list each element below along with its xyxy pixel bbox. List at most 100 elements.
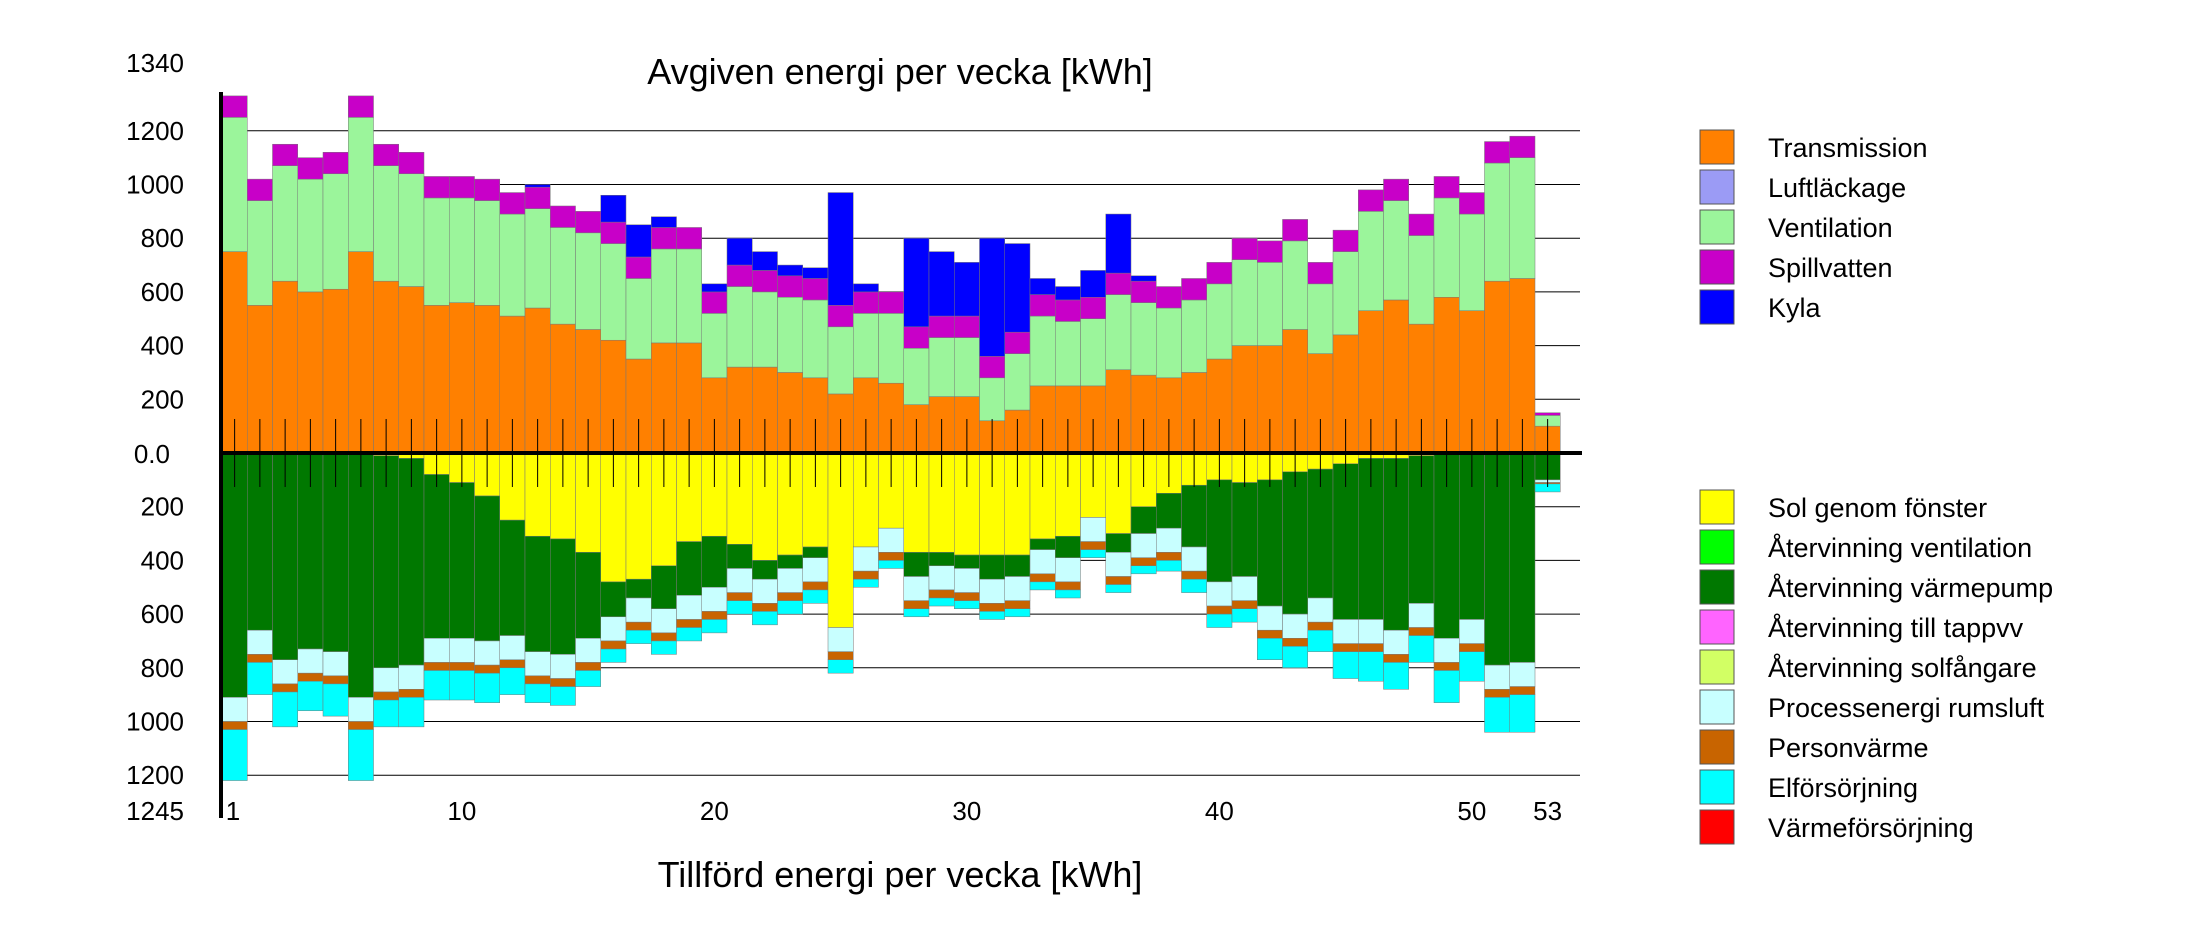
bar-segment-lower bbox=[676, 619, 702, 628]
bar-segment-lower bbox=[322, 675, 349, 685]
bar-segment-upper bbox=[979, 237, 1005, 357]
bar-segment-lower bbox=[726, 600, 753, 615]
bar-segment-upper bbox=[575, 211, 601, 234]
bar-segment-lower bbox=[1156, 527, 1182, 553]
bar-segment-lower bbox=[272, 452, 298, 660]
bar-segment-upper bbox=[600, 243, 627, 341]
bar-segment-upper bbox=[1358, 189, 1384, 212]
y-tick-label-lower: 600 bbox=[141, 599, 184, 629]
bar-segment-lower bbox=[348, 697, 374, 722]
bar-segment-lower bbox=[1055, 589, 1081, 599]
bar-segment-upper bbox=[827, 326, 854, 395]
bar-segment-lower bbox=[651, 565, 677, 609]
bar-segment-upper bbox=[1408, 235, 1435, 325]
bar-segment-lower bbox=[1181, 546, 1207, 572]
bar-segment-upper bbox=[398, 152, 425, 175]
bar-segment-upper bbox=[1105, 213, 1132, 274]
bar-segment-upper bbox=[322, 173, 349, 290]
bar-segment-upper bbox=[1459, 192, 1485, 215]
bar-segment-lower bbox=[221, 452, 248, 698]
bar-segment-upper bbox=[726, 264, 753, 287]
bar-segment-lower bbox=[928, 565, 955, 591]
bar-segment-lower bbox=[651, 608, 677, 634]
bar-segment-lower bbox=[1332, 651, 1359, 679]
bar-segment-upper bbox=[928, 251, 955, 317]
bar-segment-upper bbox=[1408, 213, 1435, 236]
bar-segment-upper bbox=[1433, 197, 1460, 298]
bar-segment-upper bbox=[651, 216, 677, 228]
bar-segment-lower bbox=[651, 632, 677, 642]
bar-segment-lower bbox=[1029, 581, 1056, 591]
bar-segment-lower bbox=[928, 589, 955, 599]
bar-segment-lower bbox=[701, 535, 728, 588]
bar-segment-lower bbox=[499, 635, 526, 660]
bar-segment-lower bbox=[1509, 452, 1536, 663]
legend-label: Återvinning ventilation bbox=[1768, 532, 2032, 563]
bar-segment-lower bbox=[221, 729, 248, 781]
bar-segment-lower bbox=[1206, 613, 1233, 628]
bar-segment-lower bbox=[802, 589, 829, 604]
bar-segment-upper bbox=[625, 256, 652, 279]
bar-segment-lower bbox=[449, 638, 475, 663]
legend-label: Elförsörjning bbox=[1768, 773, 1918, 803]
bar-segment-lower bbox=[1282, 613, 1308, 639]
bar-segment-lower bbox=[1408, 603, 1435, 628]
bar-segment-lower bbox=[499, 667, 526, 695]
bar-segment-lower bbox=[1130, 533, 1157, 558]
bar-segment-lower bbox=[1055, 581, 1081, 591]
y-tick-label-lower: 1000 bbox=[126, 707, 184, 737]
bar-segment-lower bbox=[449, 482, 475, 639]
bar-segment-lower bbox=[1332, 619, 1359, 644]
y-bottom-label: 1245 bbox=[126, 796, 184, 826]
bar-segment-lower bbox=[928, 552, 955, 567]
bar-segment-upper bbox=[701, 377, 728, 454]
legend-lower: Sol genom fönster Återvinning ventilation… bbox=[1699, 489, 2053, 845]
bar-segment-lower bbox=[1105, 576, 1132, 585]
bar-segment-lower bbox=[1105, 552, 1132, 577]
bar-segment-lower bbox=[524, 683, 551, 703]
bar-segment-lower bbox=[1433, 670, 1460, 703]
bar-segment-upper bbox=[449, 176, 475, 199]
bar-segment-upper bbox=[1257, 262, 1283, 346]
bar-segment-lower bbox=[726, 544, 753, 569]
bar-segment-lower bbox=[701, 619, 728, 634]
bar-segment-upper bbox=[297, 157, 324, 180]
bar-segment-upper bbox=[802, 267, 829, 279]
bar-segment-upper bbox=[247, 200, 273, 306]
bar-segment-lower bbox=[575, 670, 601, 687]
bar-segment-upper bbox=[928, 337, 955, 397]
legend-label: Återvinning värmepump bbox=[1768, 572, 2053, 603]
bar-segment-lower bbox=[1408, 635, 1435, 663]
bar-segment-lower bbox=[1484, 697, 1510, 733]
bar-segment-lower bbox=[1282, 471, 1308, 615]
bar-segment-upper bbox=[474, 178, 500, 201]
bar-segment-upper bbox=[1509, 157, 1536, 279]
bar-segment-lower bbox=[1080, 517, 1106, 542]
bar-segment-lower bbox=[752, 611, 778, 626]
bar-segment-upper bbox=[827, 192, 854, 306]
bar-segment-lower bbox=[1332, 643, 1359, 652]
bar-segment-lower bbox=[423, 670, 450, 701]
bar-segment-lower bbox=[1383, 629, 1409, 655]
bar-segment-upper bbox=[373, 143, 399, 166]
bar-segment-lower bbox=[221, 721, 248, 730]
bar-segment-lower bbox=[1231, 482, 1258, 577]
bar-segment-upper bbox=[878, 313, 904, 384]
legend-label: Processenergi rumsluft bbox=[1768, 693, 2045, 723]
bar-segment-upper bbox=[701, 313, 728, 379]
bar-segment-upper bbox=[1130, 280, 1157, 303]
bar-segment-upper bbox=[777, 264, 803, 277]
bar-segment-lower bbox=[297, 648, 324, 674]
bar-segment-lower bbox=[1408, 627, 1435, 636]
bar-segment-upper bbox=[1080, 297, 1106, 319]
bar-segment-upper bbox=[1156, 307, 1182, 379]
bar-segment-lower bbox=[802, 546, 829, 558]
bar-segment-lower bbox=[625, 578, 652, 599]
bar-segment-lower bbox=[1231, 576, 1258, 601]
bar-segment-lower bbox=[676, 541, 702, 596]
bar-segment-upper bbox=[625, 278, 652, 360]
y-zero-label: 0.0 bbox=[134, 439, 170, 469]
bar-segment-upper bbox=[221, 95, 248, 118]
bar-segment-lower bbox=[1509, 662, 1536, 687]
legend-upper: Transmission Luftläckage Ventilation Spillv… bbox=[1699, 129, 1928, 325]
